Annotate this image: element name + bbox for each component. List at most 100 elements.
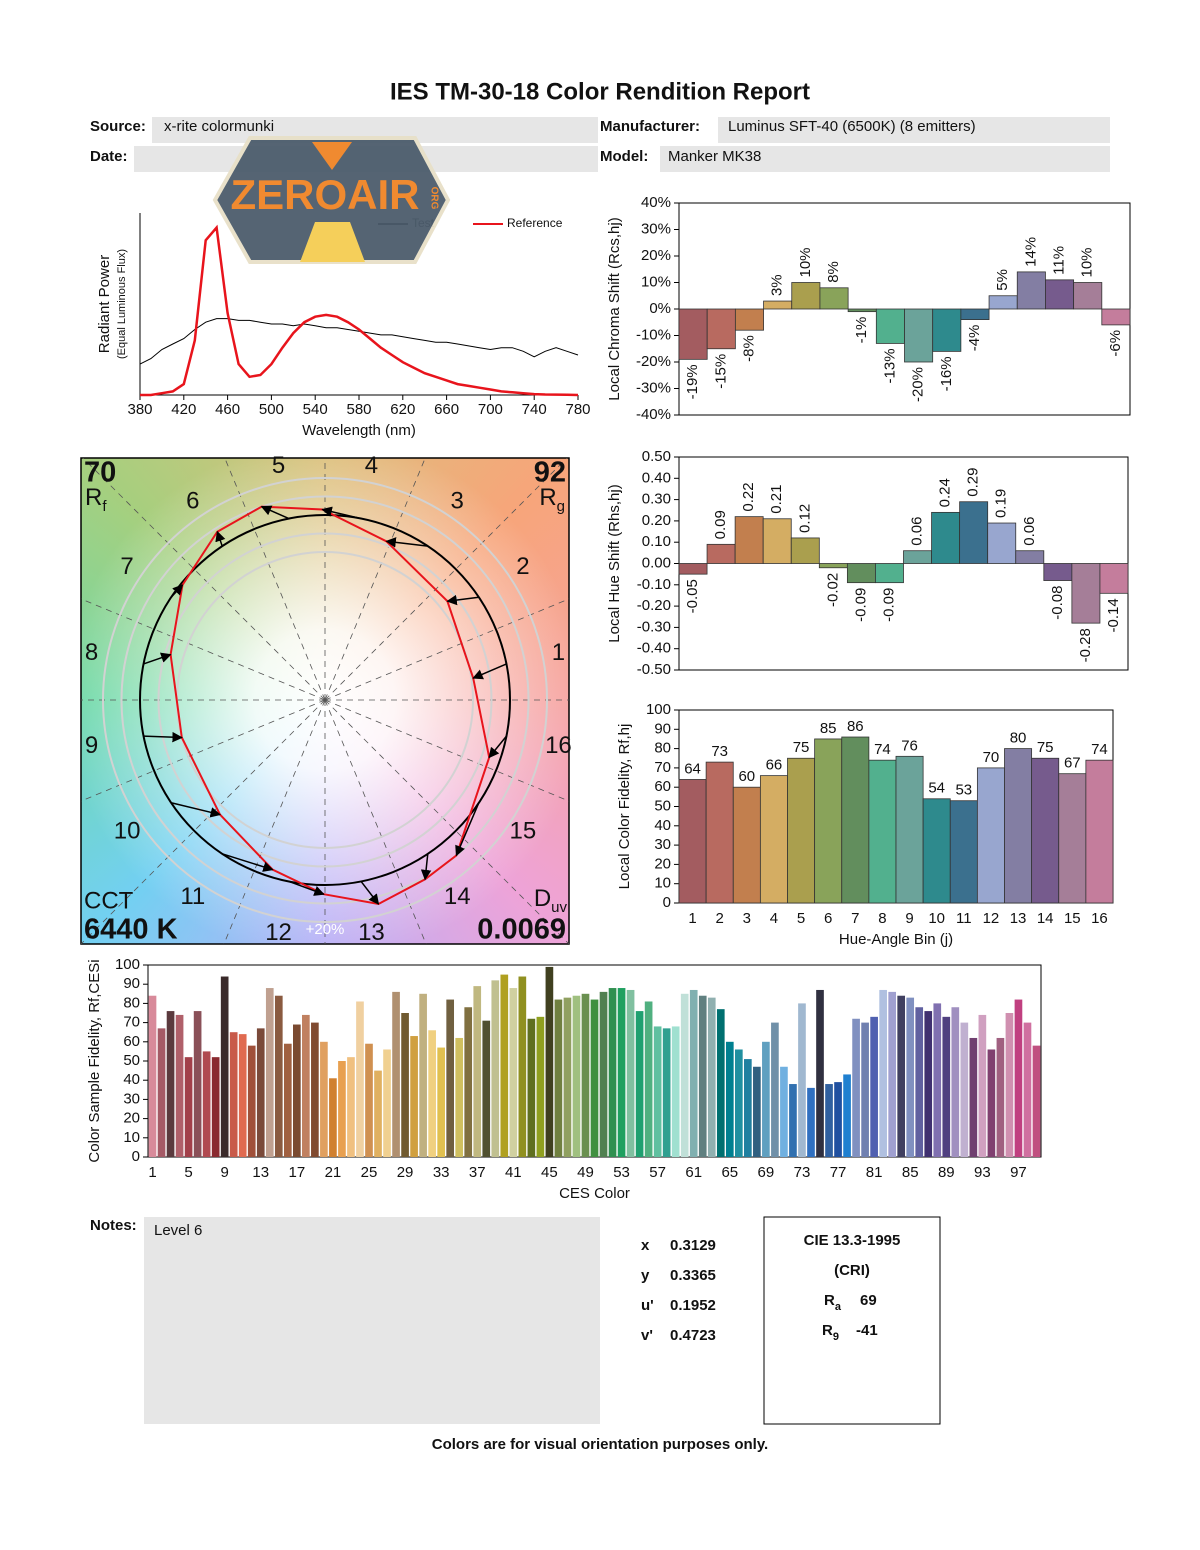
bar (229, 1032, 238, 1157)
value-label: 0.29 (965, 468, 982, 497)
notes-text: Level 6 (154, 1222, 202, 1239)
rf-label: Rf (85, 484, 107, 515)
bar (960, 1022, 969, 1157)
bar (949, 800, 978, 904)
bar (897, 995, 906, 1157)
bar (678, 779, 707, 904)
bar (329, 1078, 337, 1157)
bar (780, 1066, 788, 1157)
bar (311, 1022, 319, 1157)
x-tick-label: 45 (541, 1164, 558, 1181)
bin-boundary (224, 458, 326, 701)
y-tick-label: 20 (654, 855, 671, 872)
bar (875, 308, 905, 344)
value-label: 0.12 (796, 504, 813, 533)
bin-label: 15 (510, 818, 537, 845)
x-tick-label: 93 (974, 1164, 991, 1181)
y-tick-label: 40% (641, 194, 671, 211)
bar (590, 999, 599, 1157)
subscript: a (835, 1301, 842, 1313)
value-label: 3% (769, 274, 786, 296)
logo-suffix: ORG (428, 187, 439, 210)
series-line (139, 318, 579, 365)
value-label: -0.08 (1049, 586, 1066, 620)
bar (988, 295, 1018, 310)
value-label: 75 (793, 739, 810, 756)
value-label: 14% (1022, 237, 1039, 267)
bar (734, 516, 764, 564)
x-tick-label: 69 (758, 1164, 775, 1181)
value-label: -0.14 (1105, 598, 1122, 632)
bar (707, 997, 716, 1157)
bar (906, 997, 915, 1157)
ring (120, 495, 530, 905)
shift-arrow (472, 663, 507, 680)
field-box (718, 117, 1110, 143)
bar (847, 308, 877, 313)
y-tick-label: 0 (663, 894, 671, 911)
chromaticity-value: 0.3365 (670, 1267, 716, 1284)
bar (868, 759, 897, 904)
x-tick-label: 16 (1091, 910, 1108, 927)
bar (482, 1020, 491, 1157)
shift-arrow (143, 652, 172, 665)
y-tick-label: 0.40 (642, 469, 671, 486)
shift-arrow (170, 584, 184, 598)
cri-subtitle: (CRI) (834, 1262, 870, 1279)
x-tick-label: 49 (577, 1164, 594, 1181)
bar (410, 1036, 418, 1157)
x-tick-label: 11 (956, 910, 972, 927)
subscript: g (557, 498, 565, 515)
r9-value: -41 (856, 1322, 878, 1339)
y-tick-label: 0 (132, 1148, 140, 1165)
x-tick-label: 29 (397, 1164, 414, 1181)
bar (843, 1074, 851, 1157)
bar (789, 1084, 797, 1157)
y-tick-label: 70 (123, 1014, 140, 1031)
shift-arrow (360, 880, 380, 905)
x-tick-label: 620 (390, 401, 415, 418)
bar (689, 989, 698, 1157)
bar (732, 786, 761, 904)
bar (428, 1030, 436, 1157)
x-tick-label: 13 (1010, 910, 1027, 927)
bar (818, 563, 848, 569)
bar (464, 1007, 473, 1157)
bin-boundary (324, 699, 427, 944)
y-tick-label: 30 (123, 1090, 140, 1107)
bar (725, 1041, 734, 1157)
bin-label: 5 (272, 452, 285, 479)
x-tick-label: 61 (685, 1164, 702, 1181)
x-tick-label: 6 (824, 910, 832, 927)
value-label: -0.05 (684, 579, 701, 613)
bar (678, 563, 708, 575)
bar (798, 1003, 806, 1157)
bar (734, 308, 764, 331)
chromaticity-value: 0.3129 (670, 1237, 716, 1254)
series-line (140, 224, 579, 397)
x-tick-label: 33 (433, 1164, 450, 1181)
y-tick-label: 70 (654, 759, 671, 776)
bar (705, 761, 734, 904)
symbol: R (822, 1322, 833, 1339)
logo-text: ZEROAIR (231, 171, 420, 218)
value-label: 85 (820, 720, 837, 737)
value-label: 80 (1010, 730, 1027, 747)
y-tick-label: 50 (654, 797, 671, 814)
bar (825, 1084, 833, 1157)
x-axis-label: Hue-Angle Bin (j) (839, 931, 953, 948)
bar (662, 1028, 671, 1157)
shift-arrow (221, 853, 274, 872)
bar (202, 1051, 211, 1157)
x-tick-label: 37 (469, 1164, 486, 1181)
value-label: -4% (966, 325, 983, 352)
bar (491, 980, 500, 1157)
value-label: 53 (955, 782, 972, 799)
bar (446, 999, 455, 1157)
value-label: 66 (766, 757, 783, 774)
bar (932, 308, 962, 352)
x-tick-label: 21 (325, 1164, 342, 1181)
value-label: 10% (1079, 247, 1096, 277)
y-tick-label: -0.50 (637, 661, 671, 678)
